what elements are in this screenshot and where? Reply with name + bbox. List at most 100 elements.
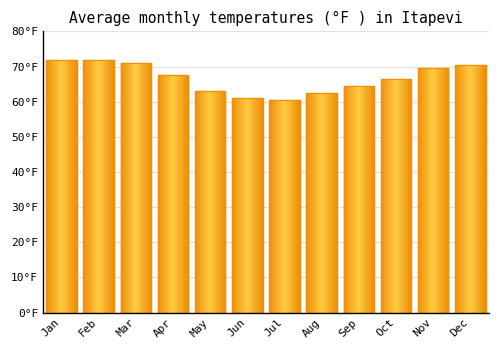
Bar <box>168 75 169 313</box>
Bar <box>101 60 102 313</box>
Bar <box>423 68 424 313</box>
Bar <box>270 100 300 313</box>
Bar <box>468 65 469 313</box>
Bar <box>120 63 122 313</box>
Bar <box>476 65 477 313</box>
Bar <box>422 68 423 313</box>
Bar <box>399 79 400 313</box>
Bar <box>150 63 151 313</box>
Bar <box>284 100 286 313</box>
Bar <box>461 65 462 313</box>
Bar <box>232 98 233 313</box>
Bar <box>53 60 54 313</box>
Bar <box>196 91 197 313</box>
Bar <box>180 75 182 313</box>
Bar <box>381 79 411 313</box>
Bar <box>472 65 474 313</box>
Bar <box>456 65 458 313</box>
Bar <box>478 65 480 313</box>
Bar <box>334 93 336 313</box>
Bar <box>260 98 261 313</box>
Bar <box>344 86 374 313</box>
Bar <box>58 60 59 313</box>
Bar <box>460 65 461 313</box>
Bar <box>51 60 52 313</box>
Bar <box>405 79 406 313</box>
Bar <box>122 63 123 313</box>
Bar <box>465 65 466 313</box>
Bar <box>232 98 262 313</box>
Bar <box>110 60 111 313</box>
Bar <box>361 86 362 313</box>
Bar <box>318 93 320 313</box>
Bar <box>430 68 431 313</box>
Bar <box>466 65 468 313</box>
Bar <box>223 91 224 313</box>
Bar <box>145 63 146 313</box>
Bar <box>195 91 196 313</box>
Bar <box>242 98 243 313</box>
Bar <box>136 63 138 313</box>
Bar <box>138 63 139 313</box>
Bar <box>444 68 446 313</box>
Bar <box>425 68 426 313</box>
Bar <box>161 75 162 313</box>
Bar <box>388 79 389 313</box>
Bar <box>442 68 443 313</box>
Bar <box>315 93 316 313</box>
Bar <box>314 93 315 313</box>
Bar <box>179 75 180 313</box>
Bar <box>162 75 163 313</box>
Bar <box>295 100 296 313</box>
Bar <box>69 60 70 313</box>
Bar <box>270 100 271 313</box>
Bar <box>139 63 140 313</box>
Bar <box>128 63 129 313</box>
Bar <box>420 68 421 313</box>
Bar <box>296 100 298 313</box>
Bar <box>394 79 395 313</box>
Bar <box>446 68 447 313</box>
Bar <box>184 75 185 313</box>
Bar <box>95 60 96 313</box>
Bar <box>76 60 77 313</box>
Bar <box>408 79 409 313</box>
Bar <box>89 60 90 313</box>
Bar <box>277 100 278 313</box>
Bar <box>345 86 346 313</box>
Bar <box>106 60 107 313</box>
Bar <box>240 98 242 313</box>
Bar <box>458 65 459 313</box>
Bar <box>382 79 383 313</box>
Bar <box>63 60 64 313</box>
Bar <box>439 68 440 313</box>
Bar <box>368 86 370 313</box>
Bar <box>46 60 77 313</box>
Bar <box>455 65 456 313</box>
Bar <box>90 60 91 313</box>
Bar <box>370 86 371 313</box>
Bar <box>356 86 358 313</box>
Bar <box>68 60 69 313</box>
Bar <box>97 60 98 313</box>
Bar <box>346 86 348 313</box>
Bar <box>135 63 136 313</box>
Bar <box>331 93 332 313</box>
Bar <box>393 79 394 313</box>
Bar <box>273 100 274 313</box>
Bar <box>177 75 178 313</box>
Bar <box>386 79 387 313</box>
Bar <box>352 86 354 313</box>
Bar <box>218 91 220 313</box>
Bar <box>102 60 104 313</box>
Bar <box>224 91 226 313</box>
Bar <box>174 75 176 313</box>
Bar <box>92 60 94 313</box>
Bar <box>250 98 251 313</box>
Bar <box>360 86 361 313</box>
Bar <box>441 68 442 313</box>
Bar <box>163 75 164 313</box>
Bar <box>359 86 360 313</box>
Bar <box>96 60 97 313</box>
Bar <box>206 91 207 313</box>
